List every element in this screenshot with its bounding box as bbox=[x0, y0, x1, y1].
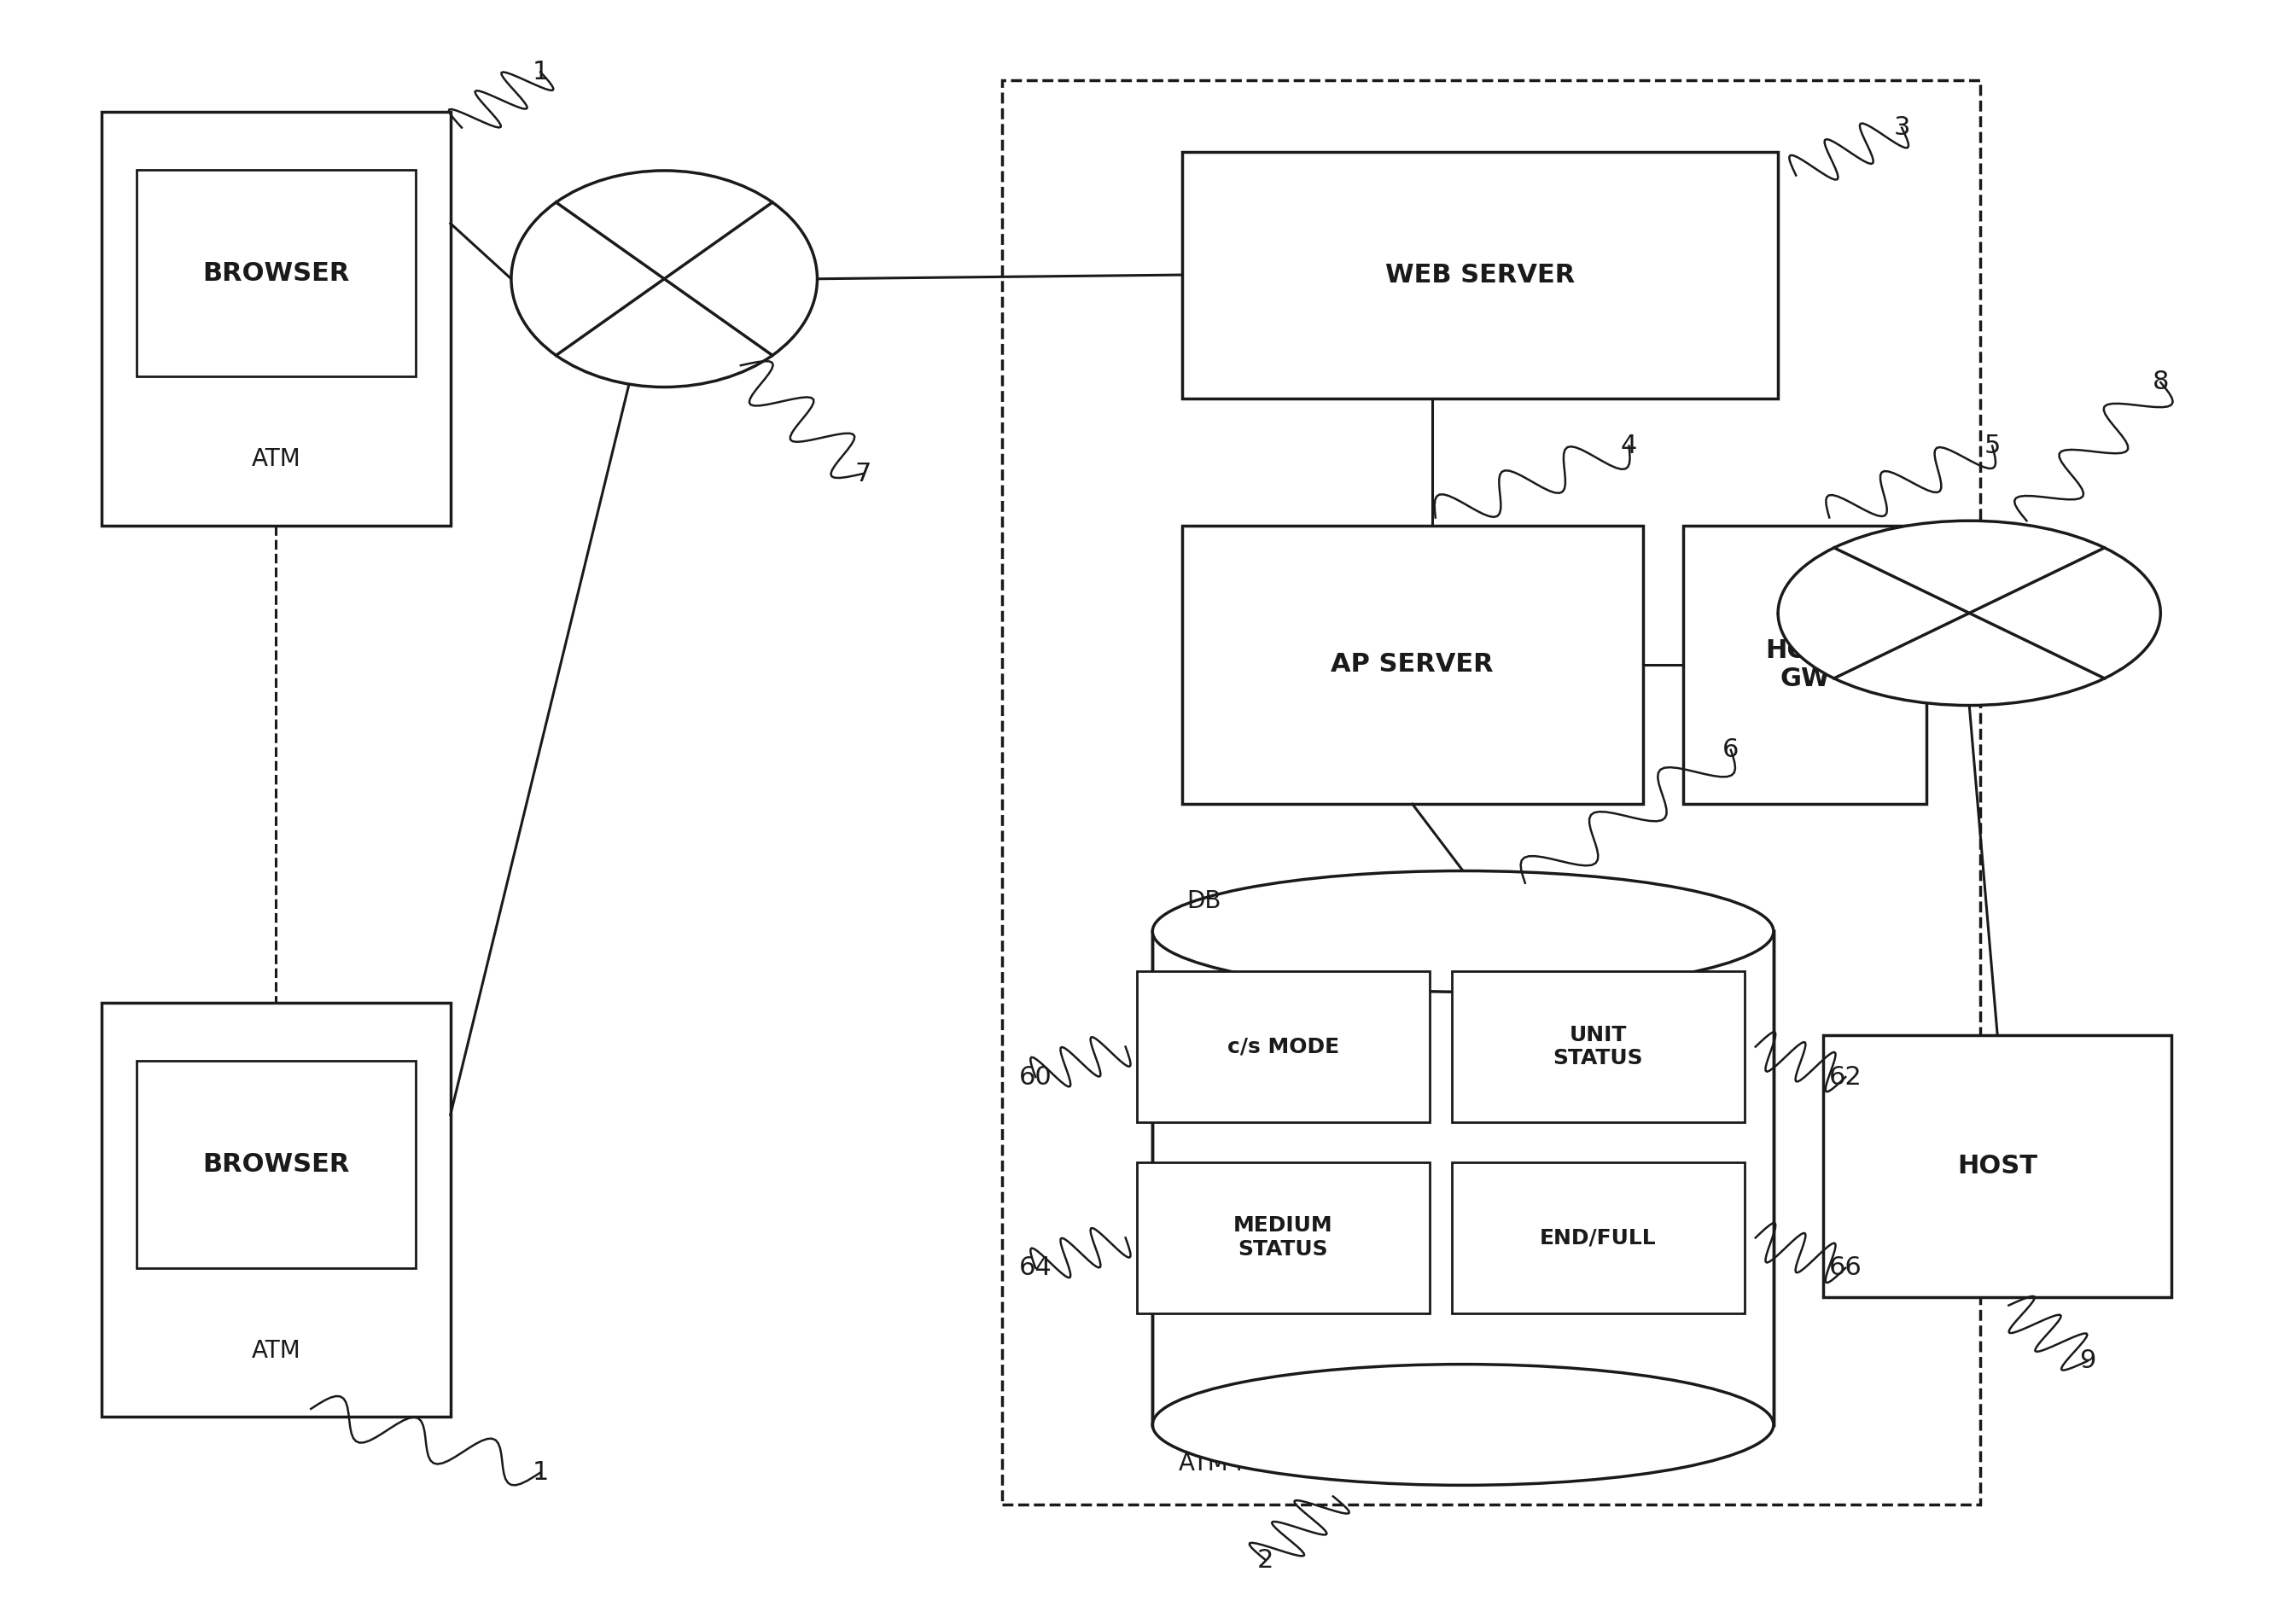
Ellipse shape bbox=[512, 171, 817, 387]
Text: ATM: ATM bbox=[253, 1338, 301, 1363]
Bar bbox=[1182, 526, 1644, 804]
Bar bbox=[1823, 1034, 2172, 1298]
Text: 2: 2 bbox=[1258, 1548, 1274, 1572]
Bar bbox=[1182, 151, 1777, 398]
Text: HOST: HOST bbox=[1956, 1153, 2037, 1179]
Text: 1: 1 bbox=[533, 60, 549, 84]
Bar bbox=[1153, 932, 1773, 1424]
Bar bbox=[101, 112, 450, 526]
Ellipse shape bbox=[1153, 870, 1773, 992]
Text: 4: 4 bbox=[1621, 434, 1637, 458]
Text: 7: 7 bbox=[854, 461, 872, 486]
Text: MEDIUM
STATUS: MEDIUM STATUS bbox=[1233, 1216, 1332, 1260]
Ellipse shape bbox=[1153, 1364, 1773, 1486]
Bar bbox=[1001, 80, 1981, 1504]
Text: 5: 5 bbox=[1984, 434, 2000, 458]
Text: 6: 6 bbox=[1722, 737, 1738, 762]
Text: 66: 66 bbox=[1830, 1255, 1862, 1280]
Text: 3: 3 bbox=[1894, 115, 1910, 140]
Text: 9: 9 bbox=[2080, 1348, 2096, 1374]
Bar bbox=[1451, 1163, 1745, 1314]
Bar bbox=[1137, 1163, 1428, 1314]
Text: AP SERVER: AP SERVER bbox=[1332, 653, 1495, 677]
Text: 8: 8 bbox=[2151, 370, 2170, 395]
Bar bbox=[1683, 526, 1926, 804]
Bar bbox=[1451, 971, 1745, 1122]
Bar bbox=[101, 1004, 450, 1416]
Text: c/s MODE: c/s MODE bbox=[1226, 1036, 1339, 1057]
Text: UNIT
STATUS: UNIT STATUS bbox=[1552, 1025, 1644, 1069]
Text: BROWSER: BROWSER bbox=[202, 261, 349, 286]
Text: BROWSER: BROWSER bbox=[202, 1151, 349, 1177]
Text: 62: 62 bbox=[1830, 1065, 1862, 1090]
Text: END/FULL: END/FULL bbox=[1541, 1228, 1655, 1247]
Text: WEB SERVER: WEB SERVER bbox=[1384, 263, 1575, 287]
Ellipse shape bbox=[1777, 521, 2161, 705]
Bar bbox=[135, 1060, 416, 1268]
Bar bbox=[135, 169, 416, 377]
Text: 60: 60 bbox=[1019, 1065, 1052, 1090]
Text: DB: DB bbox=[1187, 890, 1221, 913]
Text: 1: 1 bbox=[533, 1460, 549, 1484]
Text: ATM MANAGEMENT CENTER: ATM MANAGEMENT CENTER bbox=[1178, 1452, 1511, 1476]
Bar bbox=[1137, 971, 1428, 1122]
Text: ATM: ATM bbox=[253, 447, 301, 471]
Text: 64: 64 bbox=[1019, 1255, 1052, 1280]
Text: HOST
GW: HOST GW bbox=[1766, 638, 1846, 692]
